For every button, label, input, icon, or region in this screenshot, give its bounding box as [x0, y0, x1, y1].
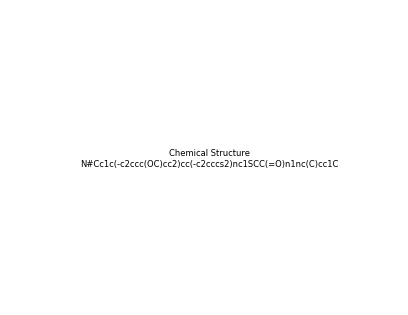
- Text: Chemical Structure
N#Cc1c(-c2ccc(OC)cc2)cc(-c2cccs2)nc1SCC(=O)n1nc(C)cc1C: Chemical Structure N#Cc1c(-c2ccc(OC)cc2)…: [80, 149, 338, 169]
